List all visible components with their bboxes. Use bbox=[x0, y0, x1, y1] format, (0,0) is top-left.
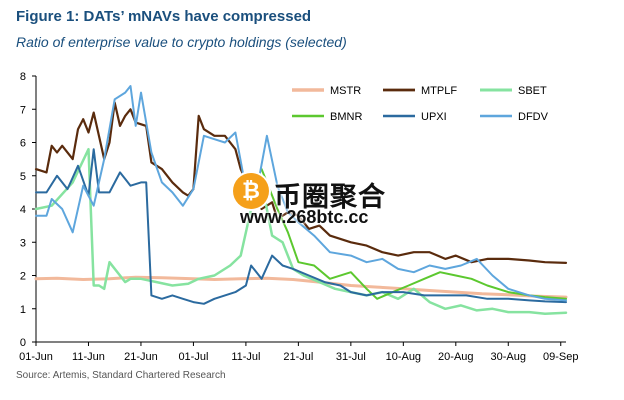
y-tick-label: 5 bbox=[20, 171, 26, 183]
x-tick-label: 11-Jun bbox=[72, 351, 105, 363]
chart-title: Figure 1: DATs’ mNAVs have compressed bbox=[16, 8, 312, 25]
legend-bg bbox=[476, 107, 558, 123]
legend-bg bbox=[379, 81, 461, 97]
source-note: Source: Artemis, Standard Chartered Rese… bbox=[16, 370, 226, 381]
legend-bg bbox=[379, 107, 461, 123]
bitcoin-icon: ₿ bbox=[233, 173, 269, 209]
series-line-mtplf bbox=[34, 101, 568, 264]
y-tick-label: 3 bbox=[20, 237, 26, 249]
legend-label-upxi: UPXI bbox=[421, 111, 447, 123]
series-line-mstr bbox=[34, 275, 568, 299]
y-tick-label: 1 bbox=[20, 304, 26, 316]
x-tick-label: 09-Sep bbox=[543, 351, 578, 363]
y-tick-label: 8 bbox=[20, 71, 26, 83]
chart-subtitle: Ratio of enterprise value to crypto hold… bbox=[16, 34, 347, 50]
x-tick-label: 30-Aug bbox=[491, 351, 526, 363]
y-tick-label: 6 bbox=[20, 138, 26, 150]
x-tick-label: 01-Jun bbox=[19, 351, 53, 363]
x-tick-label: 31-Jul bbox=[336, 351, 366, 363]
series-line-sbet bbox=[34, 147, 568, 315]
x-tick-label: 20-Aug bbox=[438, 351, 473, 363]
watermark-url: www.268btc.cc bbox=[240, 207, 369, 227]
legend-label-dfdv: DFDV bbox=[518, 111, 549, 123]
legend-bg bbox=[476, 81, 558, 97]
x-tick-label: 10-Aug bbox=[386, 351, 421, 363]
x-tick-label: 01-Jul bbox=[178, 351, 208, 363]
x-tick-label: 21-Jul bbox=[283, 351, 313, 363]
watermark-name: 币圈聚合 bbox=[274, 182, 386, 212]
y-tick-label: 7 bbox=[20, 104, 26, 116]
legend-label-mtplf: MTPLF bbox=[421, 85, 457, 97]
y-tick-label: 4 bbox=[20, 204, 26, 216]
y-tick-label: 2 bbox=[20, 271, 26, 283]
x-tick-label: 11-Jul bbox=[231, 351, 260, 363]
legend-bg bbox=[288, 107, 370, 123]
legend-bg bbox=[288, 81, 370, 97]
legend-label-sbet: SBET bbox=[518, 85, 547, 97]
legend-label-bmnr: BMNR bbox=[330, 111, 362, 123]
series-line-upxi bbox=[35, 148, 567, 305]
y-tick-label: 0 bbox=[20, 337, 26, 349]
legend-label-mstr: MSTR bbox=[330, 85, 361, 97]
x-tick-label: 21-Jun bbox=[124, 351, 158, 363]
